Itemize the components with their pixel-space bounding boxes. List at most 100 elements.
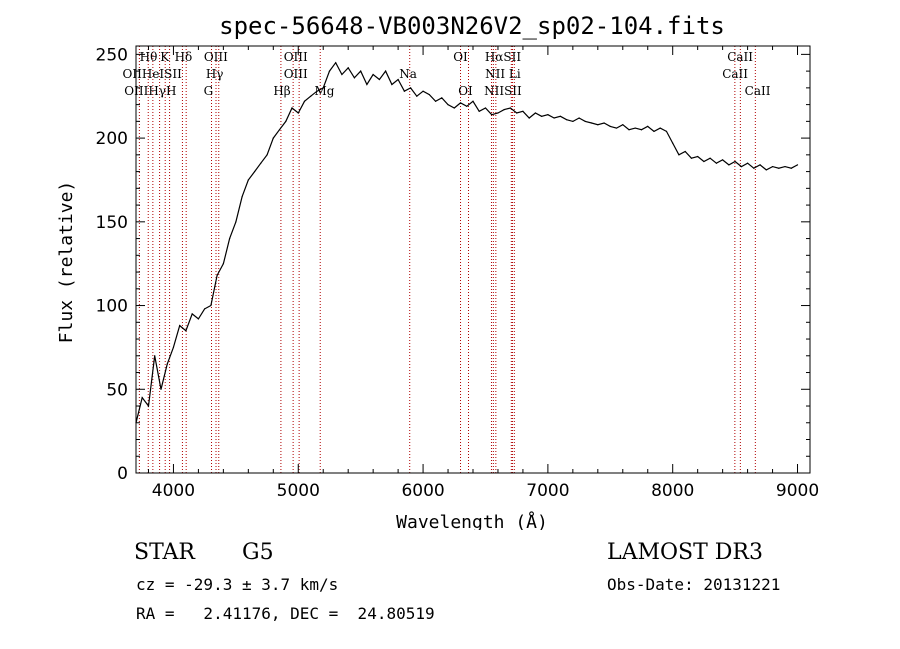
data-point bbox=[584, 120, 586, 122]
data-point bbox=[428, 93, 430, 96]
line-label: OIIIHγH bbox=[124, 84, 176, 98]
data-point bbox=[353, 77, 356, 79]
data-point bbox=[528, 117, 530, 119]
data-point bbox=[566, 119, 568, 121]
data-point bbox=[378, 78, 380, 81]
line-label: OIII bbox=[284, 50, 308, 64]
data-point bbox=[472, 100, 474, 102]
data-point bbox=[647, 125, 649, 127]
line-label: OIIHeISII bbox=[123, 67, 183, 81]
data-point bbox=[484, 107, 487, 109]
data-point bbox=[659, 127, 661, 129]
data-point bbox=[316, 90, 318, 92]
y-axis-ticks: 0 50 100 150 200 250 bbox=[96, 45, 810, 484]
data-point bbox=[590, 122, 593, 124]
data-point bbox=[260, 162, 262, 164]
data-point bbox=[310, 95, 312, 97]
data-point bbox=[335, 62, 337, 64]
line-label: Hβ bbox=[273, 84, 290, 98]
data-point bbox=[541, 115, 543, 117]
chart-title: spec-56648-VB003N26V2_sp02-104.fits bbox=[219, 12, 725, 40]
data-point bbox=[141, 397, 143, 399]
data-point bbox=[609, 125, 611, 127]
data-point bbox=[391, 83, 393, 86]
data-point bbox=[266, 154, 268, 156]
data-point bbox=[491, 114, 493, 116]
data-point bbox=[559, 115, 561, 117]
data-point bbox=[578, 117, 580, 119]
data-point bbox=[478, 110, 480, 112]
data-point bbox=[678, 154, 680, 156]
line-label: OI bbox=[458, 84, 473, 98]
data-point bbox=[746, 162, 749, 164]
data-point bbox=[553, 117, 555, 119]
data-point bbox=[796, 164, 799, 166]
line-label: K bbox=[160, 50, 170, 64]
data-point bbox=[322, 87, 324, 89]
data-point bbox=[172, 346, 175, 349]
data-point bbox=[222, 263, 224, 265]
data-point bbox=[703, 160, 705, 163]
data-point bbox=[160, 388, 162, 390]
x-tick-label: 8000 bbox=[651, 481, 694, 501]
data-point bbox=[147, 405, 150, 407]
data-point bbox=[210, 304, 212, 307]
line-label: OIII bbox=[204, 50, 228, 64]
data-point bbox=[690, 157, 693, 159]
data-point bbox=[734, 160, 736, 163]
x-tick-label: 7000 bbox=[526, 481, 569, 501]
line-label: Hθ bbox=[140, 50, 158, 64]
data-point bbox=[191, 313, 193, 315]
data-point bbox=[640, 129, 643, 131]
line-label: Hδ bbox=[175, 50, 193, 64]
data-point bbox=[534, 112, 537, 114]
data-point bbox=[653, 130, 655, 132]
plot-frame bbox=[135, 45, 811, 474]
line-label: HαSII bbox=[485, 50, 522, 64]
data-point bbox=[297, 112, 299, 114]
line-label: CaII bbox=[727, 50, 753, 64]
data-point bbox=[360, 70, 362, 72]
data-point bbox=[466, 105, 468, 107]
data-point bbox=[397, 78, 399, 81]
data-point bbox=[597, 124, 599, 126]
data-point bbox=[622, 124, 624, 126]
y-tick-label: 0 bbox=[117, 464, 128, 484]
data-point bbox=[753, 167, 755, 169]
spectral-subclass: G5 bbox=[242, 540, 274, 565]
line-label: G bbox=[204, 84, 214, 98]
data-point bbox=[241, 196, 243, 198]
data-point bbox=[416, 95, 418, 97]
data-point bbox=[672, 142, 674, 144]
data-point bbox=[497, 112, 499, 114]
data-point bbox=[709, 157, 711, 159]
data-point bbox=[197, 318, 200, 320]
data-point bbox=[166, 363, 168, 365]
y-tick-label: 100 bbox=[96, 297, 128, 317]
data-point bbox=[603, 122, 605, 124]
x-tick-label: 5000 bbox=[277, 481, 320, 501]
data-point bbox=[740, 165, 742, 168]
data-point bbox=[784, 165, 786, 168]
data-point bbox=[229, 237, 231, 240]
y-tick-label: 150 bbox=[96, 213, 128, 233]
data-point bbox=[216, 274, 218, 277]
data-point bbox=[272, 137, 274, 139]
line-label: OIII bbox=[284, 67, 308, 81]
data-point bbox=[447, 104, 449, 106]
data-point bbox=[341, 73, 343, 76]
spectrum-series bbox=[135, 61, 799, 424]
data-point bbox=[422, 90, 424, 92]
line-label: Na bbox=[399, 67, 417, 81]
data-point bbox=[285, 120, 287, 122]
data-point bbox=[366, 83, 368, 86]
data-point bbox=[347, 67, 349, 69]
data-point bbox=[503, 109, 505, 111]
y-axis-label: Flux (relative) bbox=[56, 181, 77, 344]
data-point bbox=[722, 159, 724, 161]
y-tick-label: 50 bbox=[106, 380, 128, 400]
data-point bbox=[572, 120, 574, 122]
data-point bbox=[179, 325, 181, 327]
data-point bbox=[453, 107, 455, 109]
data-point bbox=[403, 90, 405, 92]
